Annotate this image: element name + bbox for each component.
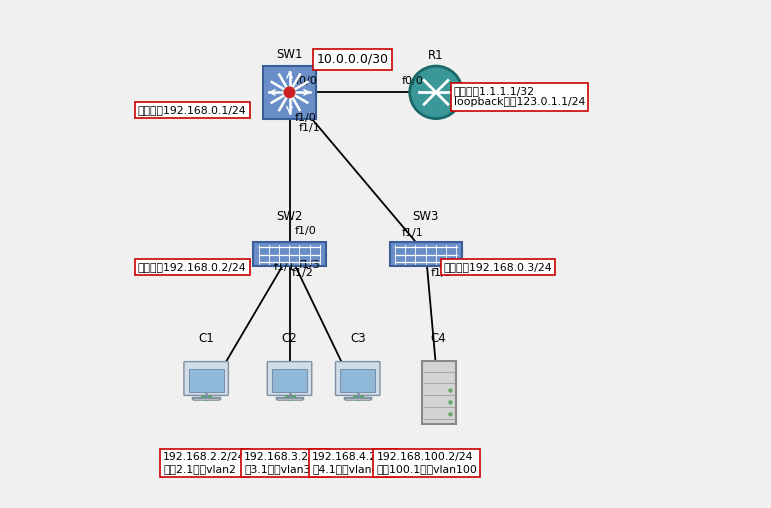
Text: f0/0: f0/0: [402, 76, 423, 86]
Text: R1: R1: [428, 49, 444, 62]
FancyBboxPatch shape: [277, 398, 302, 400]
Text: 192.168.100.2/24
网关100.1属于vlan100: 192.168.100.2/24 网关100.1属于vlan100: [376, 452, 477, 474]
Text: C1: C1: [198, 332, 214, 345]
Text: 192.168.2.2/24
网关2.1属于vlan2: 192.168.2.2/24 网关2.1属于vlan2: [163, 452, 246, 474]
Text: f1/1: f1/1: [274, 262, 295, 272]
Text: 10.0.0.0/30: 10.0.0.0/30: [317, 53, 389, 66]
FancyBboxPatch shape: [272, 369, 307, 392]
Text: SW3: SW3: [412, 210, 439, 223]
Circle shape: [449, 413, 452, 416]
Text: f1/2: f1/2: [292, 268, 314, 278]
Circle shape: [284, 87, 295, 98]
Text: 网管地址192.168.0.2/24: 网管地址192.168.0.2/24: [138, 262, 247, 272]
Text: SW1: SW1: [276, 48, 303, 61]
Text: f1/1: f1/1: [402, 228, 423, 238]
FancyBboxPatch shape: [263, 66, 316, 118]
FancyBboxPatch shape: [335, 362, 380, 395]
Circle shape: [449, 389, 452, 392]
Text: 网管地址192.168.0.3/24: 网管地址192.168.0.3/24: [443, 262, 552, 272]
FancyBboxPatch shape: [194, 398, 219, 400]
Text: 网管地址1.1.1.1/32
loopback地址123.0.1.1/24: 网管地址1.1.1.1/32 loopback地址123.0.1.1/24: [453, 86, 585, 108]
FancyBboxPatch shape: [189, 369, 224, 392]
Text: f1/0: f1/0: [295, 113, 316, 122]
FancyBboxPatch shape: [340, 369, 375, 392]
Text: C3: C3: [350, 332, 365, 345]
Text: 网管地址192.168.0.1/24: 网管地址192.168.0.1/24: [138, 105, 247, 115]
FancyBboxPatch shape: [389, 242, 463, 266]
Text: C4: C4: [431, 332, 446, 345]
Text: 192.168.3.2/24
网3.1属于vlan3: 192.168.3.2/24 网3.1属于vlan3: [244, 452, 327, 474]
Text: f0/0: f0/0: [295, 76, 318, 86]
Text: f1/1: f1/1: [298, 123, 321, 133]
FancyBboxPatch shape: [184, 362, 228, 395]
Text: f1/5: f1/5: [431, 268, 453, 278]
FancyBboxPatch shape: [422, 361, 456, 424]
Text: SW2: SW2: [276, 210, 303, 223]
Text: 192.168.4.2/24
网4.1属于vlan4: 192.168.4.2/24 网4.1属于vlan4: [312, 452, 395, 474]
Text: f1/3: f1/3: [298, 260, 321, 270]
Text: C2: C2: [281, 332, 298, 345]
FancyBboxPatch shape: [268, 362, 311, 395]
FancyBboxPatch shape: [253, 242, 326, 266]
Text: f1/0: f1/0: [295, 226, 316, 236]
FancyBboxPatch shape: [345, 398, 370, 400]
Circle shape: [449, 401, 452, 404]
Circle shape: [409, 66, 463, 118]
